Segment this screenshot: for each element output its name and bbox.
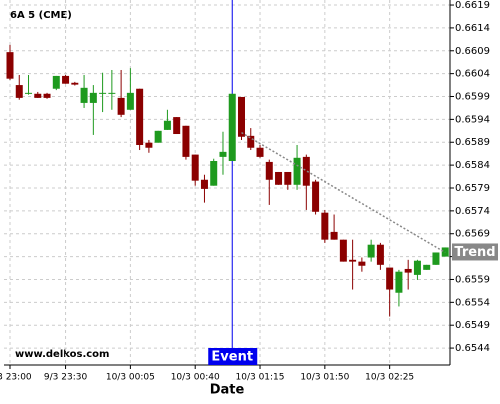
y-tick-label: 0.6544: [455, 343, 490, 354]
candle-body: [154, 130, 162, 143]
candle-body: [200, 179, 208, 189]
y-tick-label: 0.6559: [455, 274, 490, 285]
chart-title: 6A 5 (CME): [10, 10, 72, 21]
candle-body: [367, 244, 375, 258]
candle-body: [173, 117, 181, 135]
watermark: www.delkos.com: [15, 349, 109, 360]
candle-body: [52, 75, 60, 89]
x-tick-label: 9/3 23:00: [0, 373, 32, 383]
x-axis-label: Date: [210, 383, 245, 398]
y-tick-label: 0.6599: [455, 92, 490, 103]
candle-body: [293, 157, 301, 185]
candle-body: [228, 93, 236, 162]
candle-body: [219, 151, 227, 157]
candle-body: [15, 85, 23, 98]
candle-body: [191, 154, 199, 181]
candle-body: [62, 75, 70, 84]
x-tick-label: 10/3 01:50: [300, 373, 349, 383]
y-tick-label: 0.6619: [455, 0, 490, 11]
candle-body: [256, 147, 264, 157]
candle-body: [376, 244, 384, 265]
candle-body: [386, 267, 394, 290]
y-tick-label: 0.6569: [455, 229, 490, 240]
y-tick-label: 0.6594: [455, 114, 490, 125]
candle-body: [6, 52, 14, 79]
y-tick-label: 0.6574: [455, 206, 490, 217]
candle-body: [275, 171, 283, 185]
candle-body: [330, 231, 338, 240]
candle-body: [145, 142, 153, 148]
candle-body: [136, 88, 144, 145]
candle-body: [349, 259, 357, 262]
candle-body: [34, 93, 42, 98]
candle-body: [265, 161, 273, 180]
x-tick-label: 9/3 23:30: [44, 373, 88, 383]
y-tick-label: 0.6604: [455, 69, 490, 80]
candle-body: [71, 82, 79, 85]
x-tick-label: 10/3 01:15: [236, 373, 285, 383]
y-tick-label: 0.6589: [455, 137, 490, 148]
candle-body: [321, 212, 329, 240]
event-label-box: [208, 348, 258, 365]
candle-body: [312, 181, 320, 212]
trend-line: [241, 131, 446, 254]
x-tick-label: 10/3 00:05: [106, 373, 155, 383]
trend-label-box: [452, 243, 498, 261]
candle-body: [80, 87, 88, 103]
candle-body: [413, 260, 421, 275]
y-tick-label: 0.6579: [455, 183, 490, 194]
candle-body: [89, 92, 97, 103]
candle-body: [432, 252, 440, 265]
candle-body: [99, 92, 107, 94]
y-tick-label: 0.6609: [455, 46, 490, 57]
y-tick-label: 0.6554: [455, 297, 490, 308]
candle-body: [404, 268, 412, 273]
candle-body: [163, 120, 171, 130]
candle-body: [108, 92, 116, 94]
y-tick-label: 0.6549: [455, 320, 490, 331]
candle-body: [339, 239, 347, 262]
candle-body: [358, 261, 366, 266]
candle-body: [43, 93, 51, 98]
y-tick-label: 0.6614: [455, 23, 490, 34]
candle-body: [302, 156, 310, 186]
candle-body: [25, 92, 33, 94]
candle-body: [423, 264, 431, 270]
candle-body: [395, 271, 403, 293]
x-tick-label: 10/3 00:40: [171, 373, 220, 383]
trend-label: Trend: [454, 245, 495, 260]
candle-body: [238, 96, 245, 137]
candle-body: [247, 135, 255, 148]
candle-body: [117, 97, 125, 115]
x-tick-label: 10/3 02:25: [365, 373, 414, 383]
candle-body: [284, 171, 292, 185]
y-tick-label: 0.6584: [455, 160, 490, 171]
candle-body: [210, 161, 218, 186]
candle-body: [182, 125, 190, 157]
event-label: Event: [211, 350, 253, 365]
candle-body: [126, 92, 134, 110]
